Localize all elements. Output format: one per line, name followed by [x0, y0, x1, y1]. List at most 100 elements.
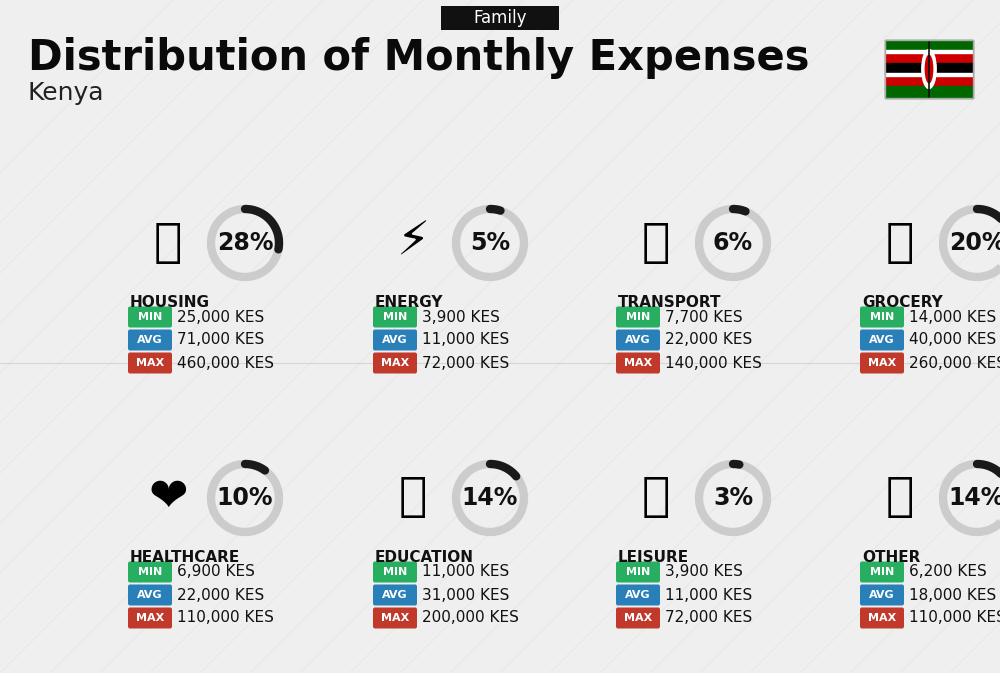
Text: 31,000 KES: 31,000 KES [422, 588, 509, 602]
FancyBboxPatch shape [373, 330, 417, 351]
Text: 110,000 KES: 110,000 KES [909, 610, 1000, 625]
FancyBboxPatch shape [616, 561, 660, 583]
FancyBboxPatch shape [373, 561, 417, 583]
Text: 🚌: 🚌 [642, 221, 670, 266]
Text: MAX: MAX [136, 613, 164, 623]
FancyBboxPatch shape [860, 306, 904, 328]
Text: HOUSING: HOUSING [130, 295, 210, 310]
Text: 11,000 KES: 11,000 KES [422, 332, 509, 347]
Text: 140,000 KES: 140,000 KES [665, 355, 762, 371]
Text: AVG: AVG [137, 335, 163, 345]
FancyBboxPatch shape [616, 584, 660, 606]
Text: MAX: MAX [624, 613, 652, 623]
Text: AVG: AVG [869, 590, 895, 600]
Text: Family: Family [473, 9, 527, 27]
Text: MAX: MAX [868, 613, 896, 623]
Text: 14,000 KES: 14,000 KES [909, 310, 996, 324]
Text: 40,000 KES: 40,000 KES [909, 332, 996, 347]
Text: 11,000 KES: 11,000 KES [665, 588, 752, 602]
Text: 5%: 5% [470, 231, 510, 255]
Text: MIN: MIN [626, 312, 650, 322]
Text: AVG: AVG [869, 335, 895, 345]
Text: 28%: 28% [217, 231, 273, 255]
Text: 22,000 KES: 22,000 KES [665, 332, 752, 347]
Text: AVG: AVG [382, 335, 408, 345]
Text: HEALTHCARE: HEALTHCARE [130, 550, 240, 565]
FancyBboxPatch shape [860, 330, 904, 351]
Ellipse shape [925, 55, 933, 83]
Text: MAX: MAX [624, 358, 652, 368]
Text: 260,000 KES: 260,000 KES [909, 355, 1000, 371]
FancyBboxPatch shape [373, 584, 417, 606]
Text: 💰: 💰 [886, 476, 914, 520]
Text: AVG: AVG [625, 335, 651, 345]
FancyBboxPatch shape [441, 6, 559, 30]
Text: 3,900 KES: 3,900 KES [665, 565, 743, 579]
FancyBboxPatch shape [128, 353, 172, 374]
Bar [885, 50, 973, 53]
Text: 11,000 KES: 11,000 KES [422, 565, 509, 579]
Bar [885, 86, 973, 98]
FancyBboxPatch shape [373, 608, 417, 629]
Text: 18,000 KES: 18,000 KES [909, 588, 996, 602]
Text: 7,700 KES: 7,700 KES [665, 310, 743, 324]
FancyBboxPatch shape [616, 608, 660, 629]
Text: MIN: MIN [383, 567, 407, 577]
Text: 72,000 KES: 72,000 KES [665, 610, 752, 625]
Text: 10%: 10% [217, 486, 273, 510]
FancyBboxPatch shape [373, 353, 417, 374]
Text: 3,900 KES: 3,900 KES [422, 310, 500, 324]
Text: 6,900 KES: 6,900 KES [177, 565, 255, 579]
Text: 71,000 KES: 71,000 KES [177, 332, 264, 347]
Text: 200,000 KES: 200,000 KES [422, 610, 519, 625]
FancyBboxPatch shape [860, 584, 904, 606]
Text: Kenya: Kenya [28, 81, 104, 105]
Bar [885, 75, 973, 86]
Text: AVG: AVG [137, 590, 163, 600]
FancyBboxPatch shape [616, 330, 660, 351]
Text: 22,000 KES: 22,000 KES [177, 588, 264, 602]
Text: AVG: AVG [625, 590, 651, 600]
Bar [885, 63, 973, 75]
FancyBboxPatch shape [128, 584, 172, 606]
Text: 25,000 KES: 25,000 KES [177, 310, 264, 324]
Text: ❤: ❤ [148, 476, 188, 520]
Text: 72,000 KES: 72,000 KES [422, 355, 509, 371]
Text: MAX: MAX [381, 613, 409, 623]
Text: 14%: 14% [949, 486, 1000, 510]
Text: MAX: MAX [868, 358, 896, 368]
FancyBboxPatch shape [128, 561, 172, 583]
Text: 14%: 14% [462, 486, 518, 510]
Bar [885, 40, 973, 98]
FancyBboxPatch shape [128, 608, 172, 629]
Text: 110,000 KES: 110,000 KES [177, 610, 274, 625]
FancyBboxPatch shape [860, 561, 904, 583]
Text: MIN: MIN [870, 312, 894, 322]
Text: 3%: 3% [713, 486, 753, 510]
Text: 🛍: 🛍 [642, 476, 670, 520]
Text: MIN: MIN [626, 567, 650, 577]
Bar [885, 52, 973, 63]
Text: TRANSPORT: TRANSPORT [618, 295, 722, 310]
Text: 6,200 KES: 6,200 KES [909, 565, 987, 579]
Text: 20%: 20% [949, 231, 1000, 255]
Text: MAX: MAX [136, 358, 164, 368]
FancyBboxPatch shape [860, 353, 904, 374]
Text: 🏢: 🏢 [154, 221, 182, 266]
Text: GROCERY: GROCERY [862, 295, 943, 310]
FancyBboxPatch shape [616, 306, 660, 328]
Bar [885, 40, 973, 52]
Text: Distribution of Monthly Expenses: Distribution of Monthly Expenses [28, 37, 810, 79]
Text: 460,000 KES: 460,000 KES [177, 355, 274, 371]
FancyBboxPatch shape [860, 608, 904, 629]
Text: AVG: AVG [382, 590, 408, 600]
Text: MIN: MIN [138, 312, 162, 322]
Text: 🛒: 🛒 [886, 221, 914, 266]
Text: EDUCATION: EDUCATION [375, 550, 474, 565]
Text: 6%: 6% [713, 231, 753, 255]
Bar [885, 73, 973, 76]
Text: ENERGY: ENERGY [375, 295, 444, 310]
Text: 🎓: 🎓 [399, 476, 427, 520]
Text: OTHER: OTHER [862, 550, 920, 565]
Text: MAX: MAX [381, 358, 409, 368]
